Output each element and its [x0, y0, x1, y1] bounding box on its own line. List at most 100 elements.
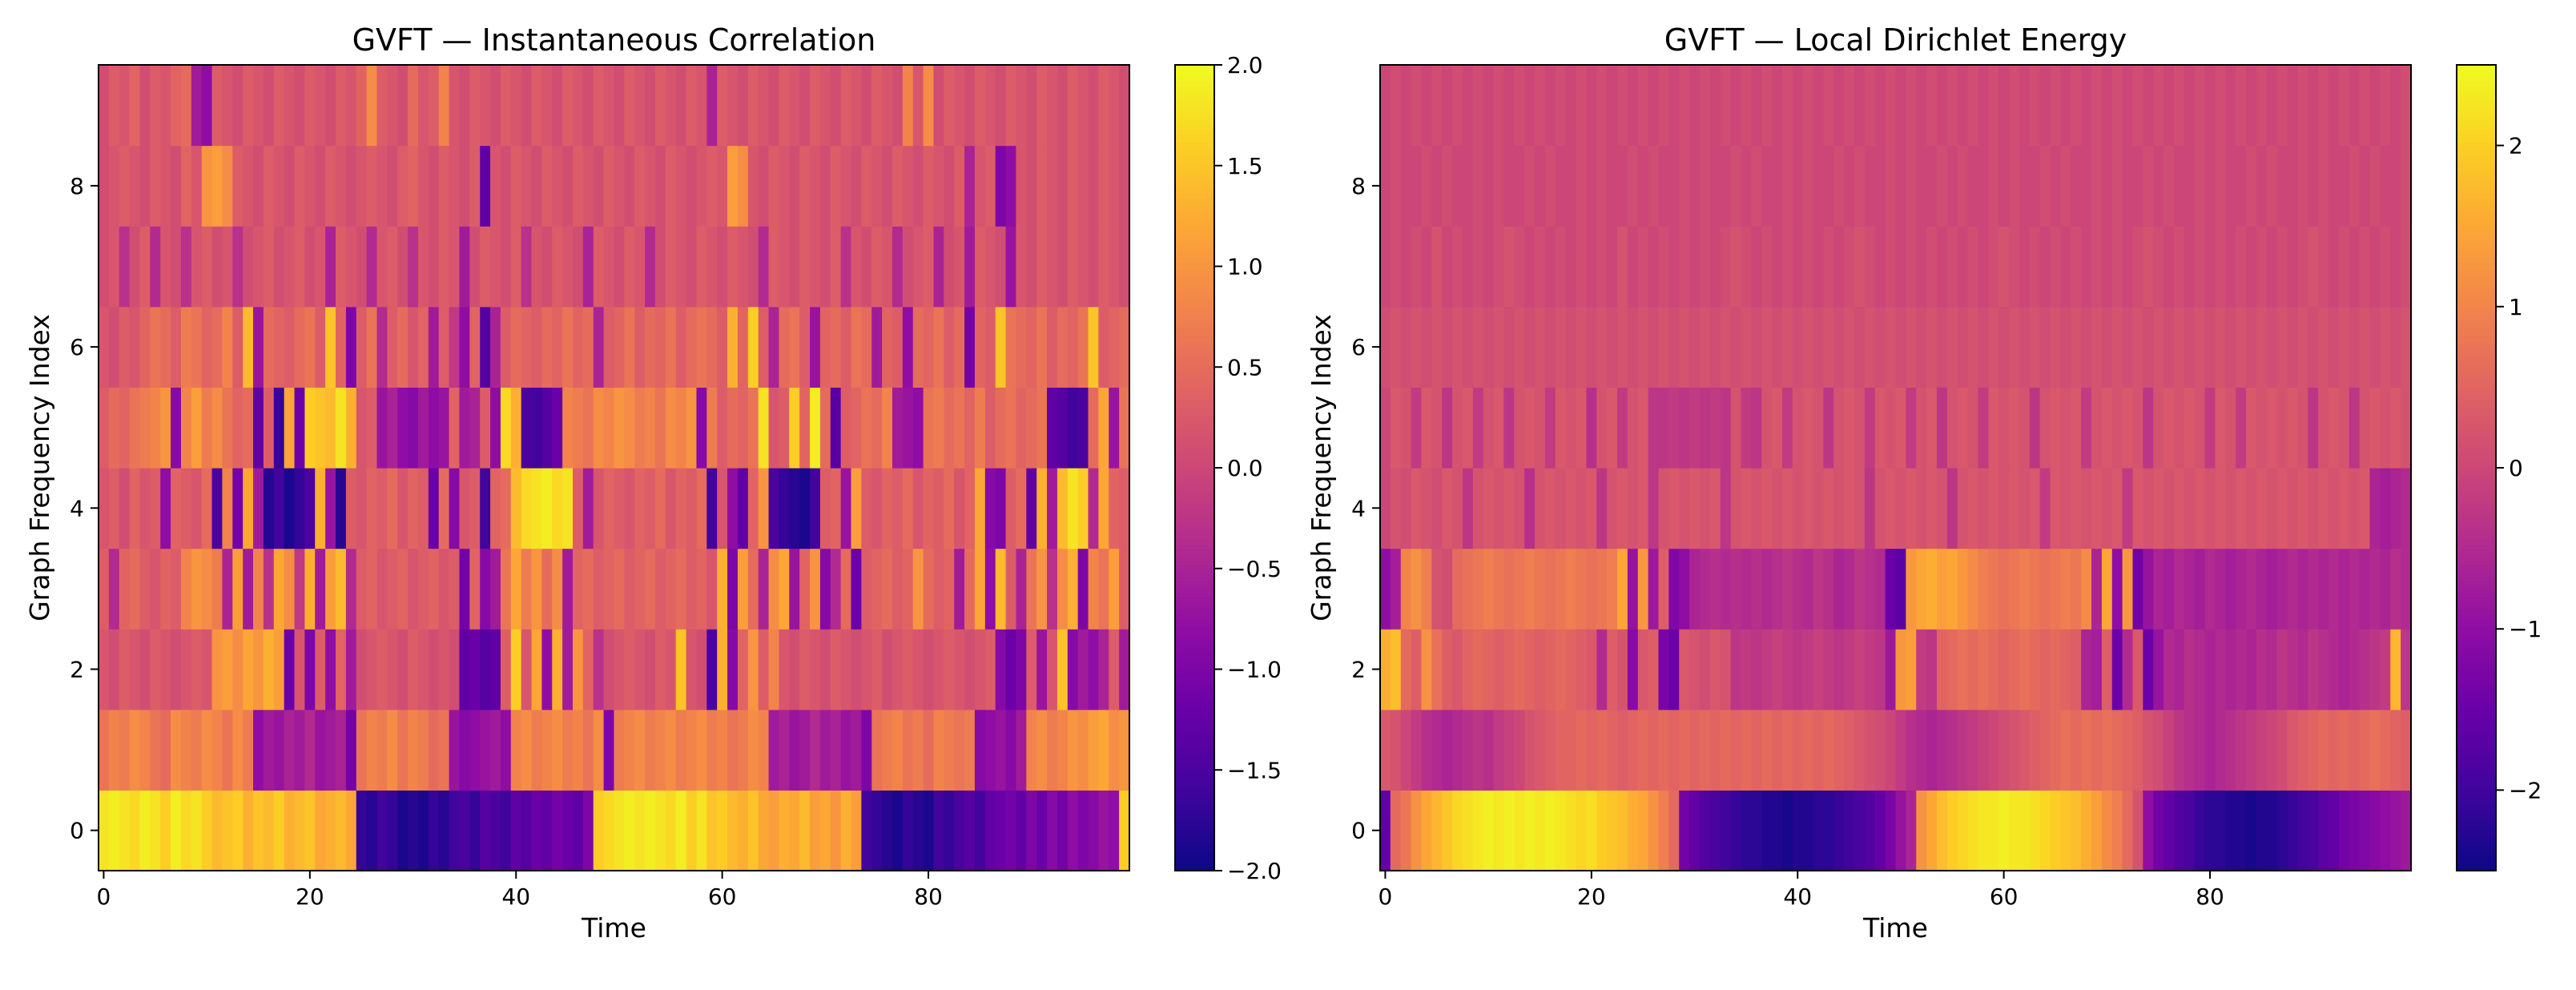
colorbar-tick-label: 0: [2509, 455, 2523, 481]
heatmap-cell: [459, 387, 470, 469]
colorbar-segment: [2457, 318, 2496, 324]
colorbar-segment: [2457, 157, 2496, 163]
colorbar-segment: [1175, 347, 1214, 352]
heatmap-cell: [995, 65, 1007, 147]
heatmap-cell: [150, 629, 161, 710]
heatmap-cell: [129, 629, 141, 710]
heatmap-cell: [1077, 226, 1089, 308]
heatmap-cell: [1988, 629, 1999, 710]
heatmap-cell: [1916, 548, 1927, 630]
heatmap-cell: [2349, 226, 2361, 308]
heatmap-cell: [1854, 629, 1866, 710]
heatmap-cell: [232, 145, 244, 227]
heatmap-cell: [2401, 226, 2412, 308]
heatmap-cell: [1833, 629, 1845, 710]
heatmap-cell: [851, 226, 862, 308]
heatmap-cell: [325, 629, 336, 710]
heatmap-cell: [1514, 629, 1525, 710]
heatmap-cell: [1658, 226, 1669, 308]
heatmap-cell: [2060, 226, 2071, 308]
heatmap-cell: [284, 387, 296, 469]
heatmap-cell: [2132, 65, 2143, 147]
heatmap-cell: [995, 145, 1007, 227]
colorbar-segment: [1175, 512, 1214, 517]
heatmap-cell: [263, 65, 275, 147]
heatmap-cell: [304, 468, 316, 549]
heatmap-cell: [2401, 709, 2412, 791]
heatmap-cell: [376, 709, 388, 791]
heatmap-cell: [1874, 226, 1886, 308]
heatmap-cell: [2328, 629, 2340, 710]
heatmap-cell: [614, 226, 625, 308]
heatmap-cell: [160, 790, 171, 871]
heatmap-cell: [2349, 548, 2361, 630]
heatmap-cell: [799, 629, 811, 710]
heatmap-cell: [2401, 548, 2412, 630]
heatmap-cell: [799, 709, 811, 791]
heatmap-cell: [717, 709, 728, 791]
heatmap-cell: [201, 548, 213, 630]
heatmap-cell: [1503, 468, 1515, 549]
heatmap-cell: [129, 145, 141, 227]
heatmap-cell: [1978, 468, 1989, 549]
heatmap-cell: [150, 548, 161, 630]
colorbar-segment: [2457, 294, 2496, 300]
heatmap-cell: [139, 548, 151, 630]
heatmap-cell: [861, 145, 872, 227]
heatmap-cell: [1906, 65, 1917, 147]
heatmap-cell: [490, 790, 501, 871]
heatmap-cell: [840, 709, 852, 791]
heatmap-cell: [2173, 306, 2185, 388]
colorbar-segment: [1175, 572, 1214, 578]
heatmap-cell: [459, 306, 470, 388]
heatmap-cell: [696, 468, 707, 549]
heatmap-cell: [758, 306, 770, 388]
heatmap-cell: [819, 226, 831, 308]
heatmap-cell: [1699, 548, 1711, 630]
colorbar-segment: [2457, 254, 2496, 260]
heatmap-cell: [1483, 387, 1495, 469]
heatmap-cell: [799, 226, 811, 308]
heatmap-cell: [1016, 629, 1027, 710]
heatmap-cell: [325, 65, 336, 147]
heatmap-cell: [892, 468, 904, 549]
heatmap-cell: [1823, 548, 1834, 630]
heatmap-cell: [1720, 387, 1732, 469]
heatmap-cell: [2101, 145, 2113, 227]
heatmap-cell: [1946, 306, 1958, 388]
heatmap-cell: [654, 145, 666, 227]
colorbar-segment: [2457, 689, 2496, 694]
colorbar-segment: [2457, 310, 2496, 316]
colorbar-segment: [1175, 161, 1214, 167]
heatmap-cell: [1607, 226, 1618, 308]
heatmap-cell: [1503, 709, 1515, 791]
heatmap-cell: [1967, 629, 1979, 710]
heatmap-cell: [449, 145, 461, 227]
heatmap-cell: [768, 709, 780, 791]
heatmap-cell: [273, 226, 285, 308]
heatmap-cell: [2256, 629, 2268, 710]
colorbar-segment: [1175, 858, 1214, 863]
colorbar-segment: [1175, 431, 1214, 437]
heatmap-cell: [2050, 65, 2062, 147]
colorbar-segment: [2457, 371, 2496, 376]
heatmap-cell: [2246, 226, 2257, 308]
heatmap-cell: [222, 306, 233, 388]
colorbar-segment: [1175, 605, 1214, 610]
heatmap-cell: [2143, 145, 2154, 227]
heatmap-cell: [2328, 306, 2340, 388]
heatmap-cell: [1026, 709, 1037, 791]
heatmap-cell: [871, 145, 883, 227]
heatmap-cell: [1596, 226, 1608, 308]
heatmap-cell: [645, 790, 656, 871]
colorbar-segment: [1175, 202, 1214, 207]
colorbar-segment: [2457, 564, 2496, 569]
heatmap-cell: [531, 145, 543, 227]
heatmap-cell: [758, 629, 770, 710]
colorbar-segment: [1175, 411, 1214, 417]
heatmap-cell: [1844, 790, 1855, 871]
heatmap-cell: [1658, 65, 1669, 147]
heatmap-cell: [603, 145, 615, 227]
heatmap-cell: [1833, 548, 1845, 630]
heatmap-cell: [2318, 790, 2329, 871]
